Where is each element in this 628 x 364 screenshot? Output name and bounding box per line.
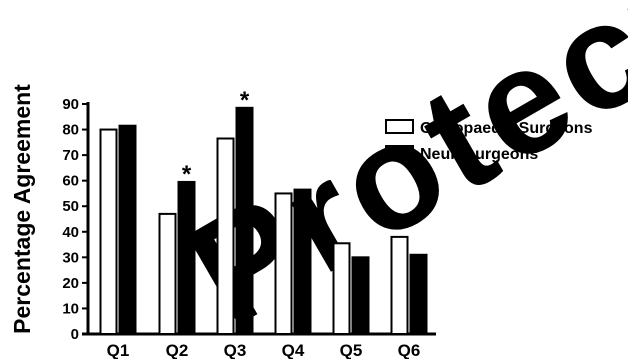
bar-q1-neurosurgeons <box>118 124 137 335</box>
y-tick-label: 70 <box>62 147 79 164</box>
y-tick-label: 10 <box>62 300 79 317</box>
x-tick-label: Q6 <box>398 341 421 359</box>
bar-q1-orthopaedic <box>99 128 118 335</box>
bar-q2-neurosurgeons <box>177 180 196 335</box>
significance-marker: * <box>182 161 192 188</box>
legend-label: Neurosurgeons <box>420 146 538 163</box>
bar-q6-orthopaedic <box>390 235 409 335</box>
x-tick-label: Q1 <box>107 341 130 359</box>
x-tick-label: Q2 <box>166 341 189 359</box>
legend-swatch-neurosurgeons <box>385 145 414 160</box>
bar-q3-neurosurgeons <box>235 106 254 336</box>
y-tick-label: 40 <box>62 224 79 241</box>
y-tick-label: 20 <box>62 275 79 292</box>
x-tick-label: Q3 <box>224 341 247 359</box>
chart-axes <box>82 102 436 336</box>
significance-marker: * <box>240 87 250 114</box>
y-tick-label: 30 <box>62 249 79 266</box>
x-tick-label: Q5 <box>340 341 363 359</box>
legend-swatch-orthopaedic <box>385 119 414 134</box>
bar-q5-neurosurgeons <box>351 256 370 336</box>
y-tick-label: 0 <box>71 326 79 343</box>
y-axis-title: Percentage Agreement <box>9 84 35 334</box>
chart-legend: Orthopaedic Surgeons Neurosurgeons <box>385 119 593 163</box>
chart-labels: 0 10 20 30 40 50 60 70 80 90 Percentage Agreement Q… <box>9 84 421 360</box>
y-tick-label: 80 <box>62 122 79 139</box>
legend-label: Orthopaedic Surgeons <box>420 120 593 137</box>
bar-q4-orthopaedic <box>274 192 293 335</box>
y-tick-label: 90 <box>62 96 79 113</box>
bar-q4-neurosurgeons <box>293 188 312 335</box>
bar-q2-orthopaedic <box>158 212 177 335</box>
chart-bars <box>99 106 428 336</box>
x-tick-label: Q4 <box>282 341 305 359</box>
bar-q5-orthopaedic <box>332 242 351 335</box>
y-tick-label: 50 <box>62 198 79 215</box>
y-tick-label: 60 <box>62 173 79 190</box>
bar-q3-orthopaedic <box>216 137 235 335</box>
bar-q6-neurosurgeons <box>409 253 428 335</box>
